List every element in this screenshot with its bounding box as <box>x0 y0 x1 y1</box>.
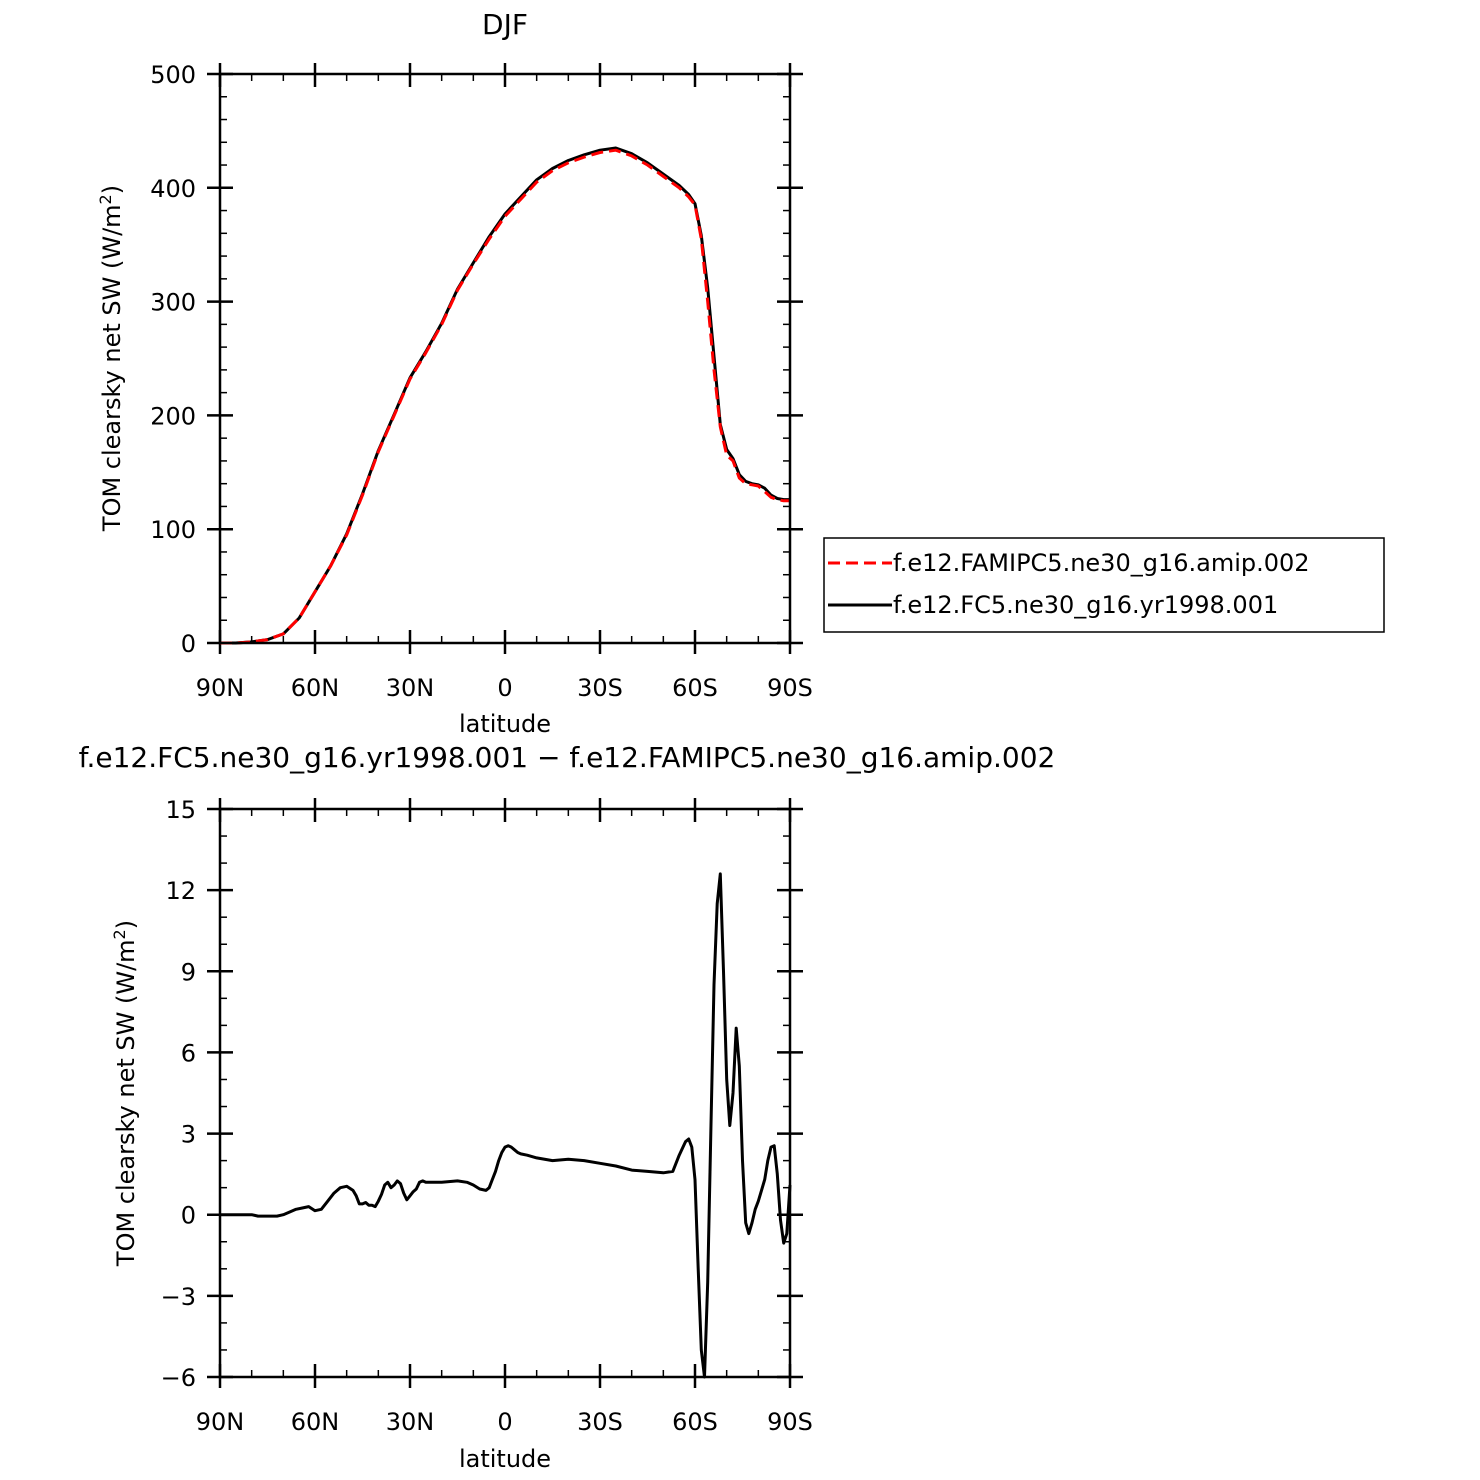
legend-label-amip: f.e12.FAMIPC5.ne30_g16.amip.002 <box>893 549 1310 577</box>
top-x-tick-label: 0 <box>497 674 512 702</box>
top-series-line-fc5 <box>220 146 790 645</box>
bottom-panel: f.e12.FC5.ne30_g16.yr1998.001 − f.e12.FA… <box>79 741 1056 1473</box>
top-x-tick-label: 90S <box>767 674 813 702</box>
bottom-x-tick-label: 0 <box>497 1408 512 1436</box>
bottom-x-tick-label: 90S <box>767 1408 813 1436</box>
top-panel: DJF 90N 60N 30N 0 30S 60S 90S0100200300400500 … <box>96 8 1385 738</box>
top-x-tick-label: 90N <box>196 674 245 702</box>
bottom-plot-area <box>207 798 803 1388</box>
top-series-line-amip <box>220 148 790 645</box>
top-y-tick-label: 0 <box>181 630 196 658</box>
top-y-tick-label: 200 <box>150 402 196 430</box>
bottom-y-tick-label: 0 <box>181 1202 196 1230</box>
legend-label-fc5: f.e12.FC5.ne30_g16.yr1998.001 <box>893 591 1278 619</box>
top-x-tick-label: 30N <box>386 674 435 702</box>
top-y-tick-label: 300 <box>150 289 196 317</box>
bottom-x-tick-label: 60S <box>672 1408 718 1436</box>
bottom-y-tick-label: −6 <box>161 1364 196 1392</box>
top-x-tick-label: 60N <box>291 674 340 702</box>
top-plot-frame <box>218 72 792 645</box>
bottom-x-tick-label: 30N <box>386 1408 435 1436</box>
top-x-axis-label: latitude <box>459 710 551 738</box>
bottom-y-tick-label: 6 <box>181 1039 196 1067</box>
bottom-y-tick-label: −3 <box>161 1283 196 1311</box>
top-x-tick-label: 60S <box>672 674 718 702</box>
bottom-y-tick-label: 15 <box>165 796 196 824</box>
top-y-tick-label: 400 <box>150 175 196 203</box>
bottom-series-group <box>220 872 792 1379</box>
bottom-plot-frame <box>218 807 792 1379</box>
bottom-x-axis-label: latitude <box>459 1445 551 1473</box>
bottom-y-tick-label: 9 <box>181 958 196 986</box>
bottom-chart-title: f.e12.FC5.ne30_g16.yr1998.001 − f.e12.FA… <box>79 741 1056 774</box>
bottom-x-tick-label: 90N <box>196 1408 245 1436</box>
legend-box <box>823 537 1385 633</box>
bottom-x-tick-label: 30S <box>577 1408 623 1436</box>
bottom-tick-labels: 90N 60N 30N 0 30S 60S 90S −6 −3 0 3 6 9 12 15 <box>161 796 813 1436</box>
top-y-tick-label: 100 <box>150 516 196 544</box>
top-y-tick-label: 500 <box>150 61 196 89</box>
top-tick-labels: 90N 60N 30N 0 30S 60S 90S 0 100 200 300 400 500 <box>150 61 813 702</box>
bottom-y-axis-label: TOM clearsky net SW (W/m2) <box>110 920 140 1267</box>
top-x-tick-label: 30S <box>577 674 623 702</box>
bottom-y-tick-label: 12 <box>165 877 196 905</box>
top-plot-area <box>207 63 803 654</box>
top-chart-title: DJF <box>482 8 528 41</box>
top-series-group <box>220 146 790 645</box>
bottom-x-tick-label: 60N <box>291 1408 340 1436</box>
legend: f.e12.FAMIPC5.ne30_g16.amip.002 f.e12.FC… <box>823 537 1385 633</box>
bottom-series-line-fc5 <box>220 872 792 1379</box>
bottom-y-tick-label: 3 <box>181 1121 196 1149</box>
bottom-axis-ticks <box>207 798 803 1388</box>
top-y-axis-label: TOM clearsky net SW (W/m2) <box>96 185 126 532</box>
